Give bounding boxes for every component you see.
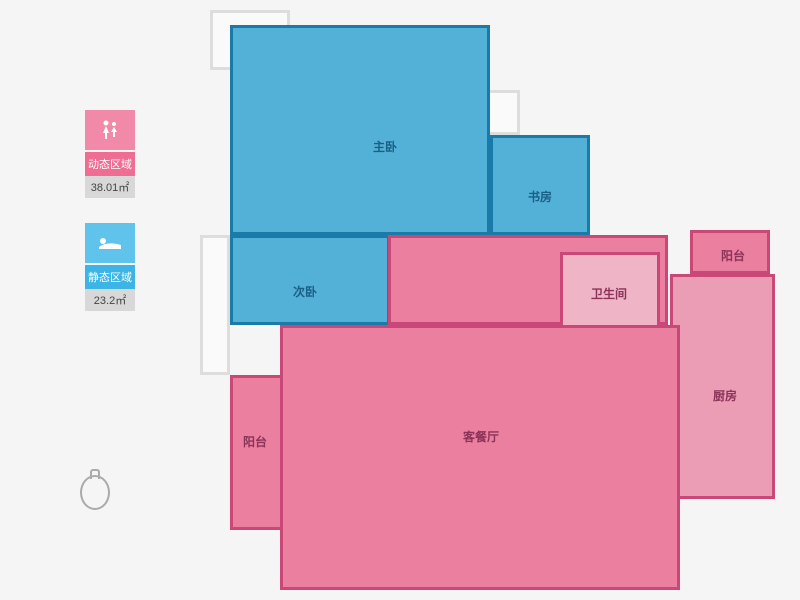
second-bedroom-label: 次卧 [293,283,317,300]
balcony-left-label: 阳台 [243,433,267,450]
compass-icon [80,475,110,510]
bathroom-label: 卫生间 [591,285,627,302]
legend-panel: 动态区域 38.01㎡ 静态区域 23.2㎡ [75,110,145,336]
legend-static-value: 23.2㎡ [85,289,135,311]
legend-dynamic-label: 动态区域 [85,152,135,176]
balcony-outline-left [200,235,230,375]
study-label: 书房 [528,188,552,205]
people-icon [85,110,135,150]
room-balcony-right: 阳台 [690,230,770,274]
room-study: 书房 [490,135,590,235]
legend-dynamic-value: 38.01㎡ [85,176,135,198]
main-bedroom-label: 主卧 [373,138,397,155]
kitchen-label: 厨房 [713,387,737,404]
room-living: 客餐厅 [280,325,680,590]
living-label: 客餐厅 [463,428,499,445]
balcony-right-label: 阳台 [721,247,745,264]
room-balcony-left: 阳台 [230,375,280,530]
legend-static-label: 静态区域 [85,265,135,289]
legend-dynamic: 动态区域 38.01㎡ [75,110,145,198]
room-second-bedroom: 次卧 [230,235,390,325]
floorplan: 主卧 书房 次卧 卫生间 阳台 厨房 客餐厅 阳台 [200,10,790,590]
room-main-bedroom: 主卧 [230,25,490,235]
sleep-icon [85,223,135,263]
room-kitchen: 厨房 [670,274,775,499]
legend-static: 静态区域 23.2㎡ [75,223,145,311]
